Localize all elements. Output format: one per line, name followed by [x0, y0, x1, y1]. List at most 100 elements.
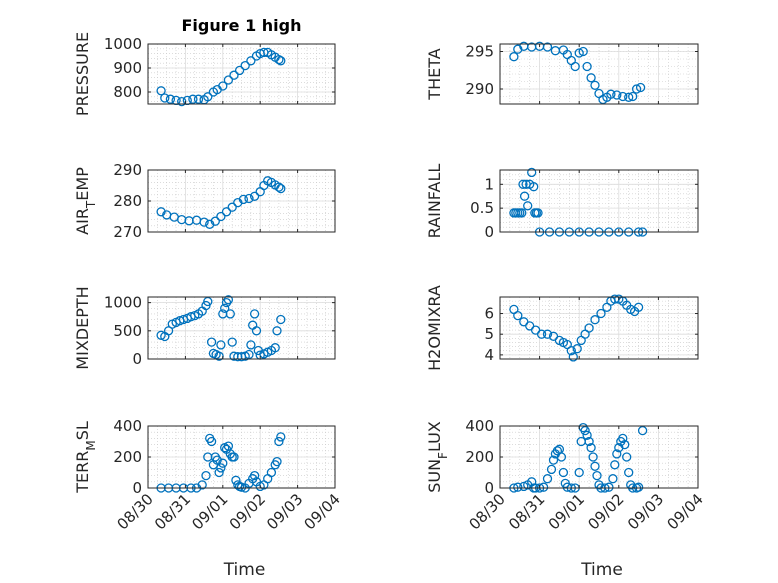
x-tick-label: 09/04	[664, 490, 707, 533]
y-tick-label: 6	[484, 305, 494, 323]
data-point	[586, 443, 596, 453]
data-point	[218, 458, 228, 468]
x-tick-label: 09/03	[263, 490, 306, 533]
data-point	[199, 217, 209, 227]
data-point	[513, 44, 523, 54]
data-point	[637, 425, 648, 436]
y-tick-label: 5	[484, 325, 494, 343]
data-point	[618, 91, 628, 102]
data-point	[610, 460, 620, 470]
axes-box	[499, 296, 699, 360]
data-point	[596, 308, 606, 319]
data-point	[529, 182, 539, 192]
data-point	[624, 92, 634, 102]
y-tick-label: 0.5	[470, 199, 494, 217]
y-axis-label: MIXDEPTH	[73, 286, 92, 369]
x-axis-label: Time	[223, 560, 266, 580]
data-point	[203, 92, 213, 102]
data-point	[223, 295, 234, 305]
data-point	[165, 94, 176, 104]
y-tick-label: 280	[113, 192, 142, 210]
data-point	[201, 470, 211, 481]
data-point	[517, 208, 527, 218]
y-tick-label: 295	[465, 43, 494, 61]
data-point	[216, 211, 226, 222]
data-point	[210, 216, 220, 226]
y-tick-label: 400	[113, 417, 142, 435]
data-point	[574, 467, 584, 478]
axes-box	[499, 169, 699, 233]
data-point	[580, 425, 590, 436]
data-point	[206, 337, 217, 347]
data-point	[523, 201, 533, 211]
data-point	[533, 208, 543, 218]
data-point	[276, 314, 286, 325]
subplot-6: 4 5 6 H2OMIXRA	[425, 285, 699, 371]
data-point	[220, 303, 230, 313]
y-tick-label: 0	[132, 479, 142, 497]
data-point	[156, 86, 166, 96]
data-point	[270, 343, 280, 353]
y-tick-label: 800	[113, 83, 142, 101]
y-axis-label: PRESSURE	[73, 32, 92, 116]
data-point	[238, 194, 249, 205]
y-tick-label: 0	[484, 223, 494, 241]
data-point	[236, 482, 247, 492]
data-point	[548, 455, 559, 465]
x-tick-label: 09/04	[301, 490, 344, 533]
data-point	[221, 297, 232, 308]
data-point	[635, 82, 646, 93]
y-tick-label: 0	[132, 350, 142, 368]
x-tick-label: 08/31	[151, 490, 194, 533]
data-point	[197, 480, 207, 490]
data-point	[272, 456, 282, 467]
data-point	[633, 302, 644, 312]
x-tick-label: 09/01	[545, 490, 588, 533]
data-point	[246, 56, 256, 66]
subplot-1: 800 900 1000 PRESSURE Figure 1 high	[73, 16, 336, 116]
x-tick-label: 09/01	[188, 490, 231, 533]
x-tick-label: 09/03	[624, 490, 667, 533]
data-point	[227, 337, 237, 347]
data-point	[513, 310, 523, 321]
data-point	[572, 344, 582, 354]
y-tick-label: 0	[484, 479, 494, 497]
data-point	[519, 191, 530, 201]
y-tick-label: 4	[484, 346, 494, 364]
data-point	[518, 179, 528, 189]
y-axis-label: RAINFALL	[425, 164, 444, 239]
data-point	[568, 352, 578, 362]
data-point	[214, 467, 224, 478]
data-point	[590, 315, 600, 325]
data-point	[206, 436, 217, 447]
y-axis-label: THETA	[425, 48, 444, 100]
series-markers	[509, 41, 646, 105]
data-point	[586, 73, 596, 83]
data-point	[622, 452, 632, 462]
subplot-2: 290 295 THETA	[425, 41, 699, 105]
data-point	[249, 191, 260, 201]
y-tick-label: 1000	[104, 35, 142, 53]
data-point	[633, 482, 644, 492]
data-point	[584, 436, 594, 447]
data-point	[221, 207, 232, 217]
subplot-4: 0 0.5 1 RAINFALL	[425, 164, 699, 241]
data-point	[509, 52, 519, 62]
data-point	[272, 326, 282, 336]
data-point	[536, 329, 547, 339]
data-point	[274, 182, 284, 192]
series-markers	[509, 294, 644, 362]
data-point	[276, 432, 286, 442]
data-point	[216, 340, 226, 350]
data-point	[246, 340, 256, 350]
axes-box	[147, 296, 336, 360]
data-point	[556, 452, 567, 462]
subplot-7: 020040008/3008/3109/0109/0209/0309/04Tim…	[73, 417, 344, 580]
data-point	[608, 474, 618, 484]
y-tick-label: 500	[113, 322, 142, 340]
data-point	[542, 42, 553, 52]
data-point	[274, 436, 284, 447]
x-axis-label: Time	[580, 560, 623, 580]
data-point	[590, 461, 600, 471]
